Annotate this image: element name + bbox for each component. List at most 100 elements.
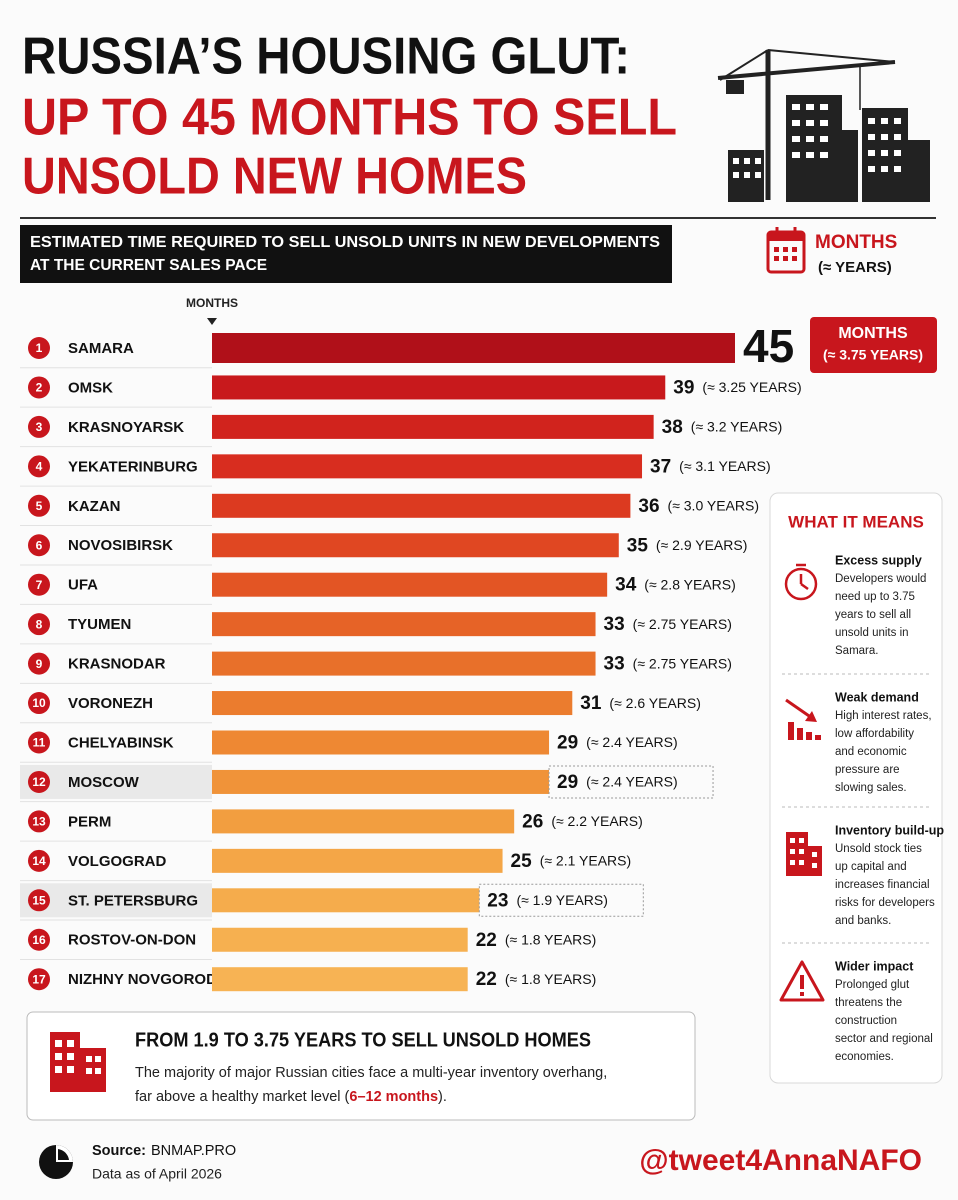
- summary-icon-part-part: [95, 1068, 101, 1074]
- panel-item-text: economies.: [835, 1051, 894, 1063]
- value-label: 26: [522, 811, 543, 832]
- bar: [212, 375, 666, 400]
- building-icon-part: [808, 846, 822, 876]
- rank-label: 13: [32, 815, 46, 829]
- category-label: CHELYABINSK: [68, 734, 174, 751]
- panel-item-text: Samara.: [835, 645, 878, 657]
- panel-item-text: pressure are: [835, 764, 900, 776]
- value-label: 23: [487, 890, 508, 911]
- rank-badge: [28, 573, 50, 596]
- bar: [212, 848, 503, 873]
- rank-badge: [28, 652, 50, 675]
- city-icon-part-part: [894, 150, 901, 156]
- panel-item-text: increases financial: [835, 879, 930, 891]
- bar: [212, 414, 654, 439]
- summary-text: The majority of major Russian cities fac…: [135, 1065, 607, 1081]
- city-icon-part-part: [894, 166, 901, 172]
- city-icon-part-part: [792, 152, 800, 158]
- bar: [212, 533, 619, 558]
- title-line: UNSOLD NEW HOMES: [22, 148, 527, 206]
- city-icon-part-part: [806, 120, 814, 126]
- calendar-icon-part-part: [792, 256, 797, 261]
- panel-item-text: slowing sales.: [835, 782, 907, 794]
- city-icon-part-part: [868, 134, 875, 140]
- decline-icon-part: [805, 711, 817, 722]
- years-label: (≈ 2.8 YEARS): [644, 576, 735, 592]
- years-label: (≈ 2.75 YEARS): [633, 655, 732, 671]
- years-label: (≈ 1.8 YEARS): [505, 931, 596, 947]
- years-label: (≈ 3.2 YEARS): [691, 419, 782, 435]
- category-label: TYUMEN: [68, 616, 131, 633]
- bar: [212, 651, 596, 676]
- panel-item-text: threatens the: [835, 997, 902, 1009]
- summary-text: far above a healthy market level (6–12 m…: [135, 1089, 447, 1105]
- axis-label: MONTHS: [186, 296, 238, 310]
- rank-label: 3: [36, 420, 43, 434]
- bar: [212, 927, 468, 952]
- panel-item-text: sector and regional: [835, 1033, 933, 1045]
- summary-icon-part-part: [55, 1053, 62, 1060]
- value-highlight: [548, 765, 714, 799]
- city-icon-part-part: [733, 172, 739, 178]
- panel-item-text: and banks.: [835, 915, 891, 927]
- rank-label: 5: [36, 499, 43, 513]
- bar: [212, 769, 550, 794]
- panel-item-title: Wider impact: [835, 959, 914, 973]
- panel-item-text: construction: [835, 1015, 897, 1027]
- years-label: (≈ 2.4 YEARS): [586, 734, 677, 750]
- warning-icon-part: [800, 992, 804, 996]
- rank-badge: [28, 928, 50, 951]
- city-icon-part-part: [806, 152, 814, 158]
- building-icon-part-part: [790, 838, 795, 843]
- city-icon-part-part: [820, 120, 828, 126]
- rank-badge: [28, 337, 50, 359]
- value-highlight: [478, 883, 644, 917]
- city-icon-part-part: [820, 104, 828, 110]
- value-label: 29: [557, 733, 578, 754]
- decline-icon-part: [797, 728, 803, 740]
- years-label: (≈ 2.6 YEARS): [609, 695, 700, 711]
- legend-sub: (≈ YEARS): [818, 259, 892, 276]
- stopwatch-icon-part: [784, 567, 818, 601]
- panel-item-title: Excess supply: [835, 553, 922, 567]
- warning-icon: [779, 960, 825, 1002]
- rank-label: 17: [32, 972, 46, 986]
- city-icon-part-part: [820, 136, 828, 142]
- calendar-icon-part: [774, 247, 797, 261]
- panel-item-text: need up to 3.75: [835, 591, 915, 603]
- bar: [212, 730, 550, 755]
- value-label: 38: [662, 417, 683, 438]
- rank-badge: [28, 376, 50, 399]
- city-icon-part: [733, 104, 901, 178]
- bar: [212, 454, 643, 479]
- row-highlight: [20, 764, 212, 799]
- city-icon-part-part: [820, 152, 828, 158]
- value-label: 37: [650, 456, 671, 477]
- banner-text: ESTIMATED TIME REQUIRED TO SELL UNSOLD U…: [30, 234, 660, 251]
- calendar-icon-part-part: [774, 256, 779, 261]
- city-icon-part: [719, 49, 769, 81]
- bar: [212, 691, 573, 716]
- value-label: 31: [580, 693, 602, 714]
- bar: [212, 572, 608, 597]
- city-icon-part-part: [894, 134, 901, 140]
- value-label: 33: [604, 614, 625, 635]
- value-label: 25: [511, 851, 533, 872]
- summary-text-part: ).: [438, 1089, 447, 1105]
- city-icon-part-part: [868, 118, 875, 124]
- city-icon-part: [786, 95, 842, 202]
- rank-badge: [28, 731, 50, 754]
- rank-label: 9: [36, 657, 43, 671]
- summary-box: [26, 1011, 696, 1121]
- building-icon-part-part: [799, 838, 804, 843]
- summary-icon-part: [50, 1032, 80, 1092]
- top-callout-unit: MONTHS: [838, 325, 908, 342]
- panel-item-text: up capital and: [835, 861, 907, 873]
- years-label: (≈ 3.0 YEARS): [668, 498, 759, 514]
- years-label: (≈ 1.8 YEARS): [505, 971, 596, 987]
- rank-label: 2: [36, 381, 43, 395]
- bar: [212, 333, 735, 363]
- warning-icon-part: [800, 975, 804, 989]
